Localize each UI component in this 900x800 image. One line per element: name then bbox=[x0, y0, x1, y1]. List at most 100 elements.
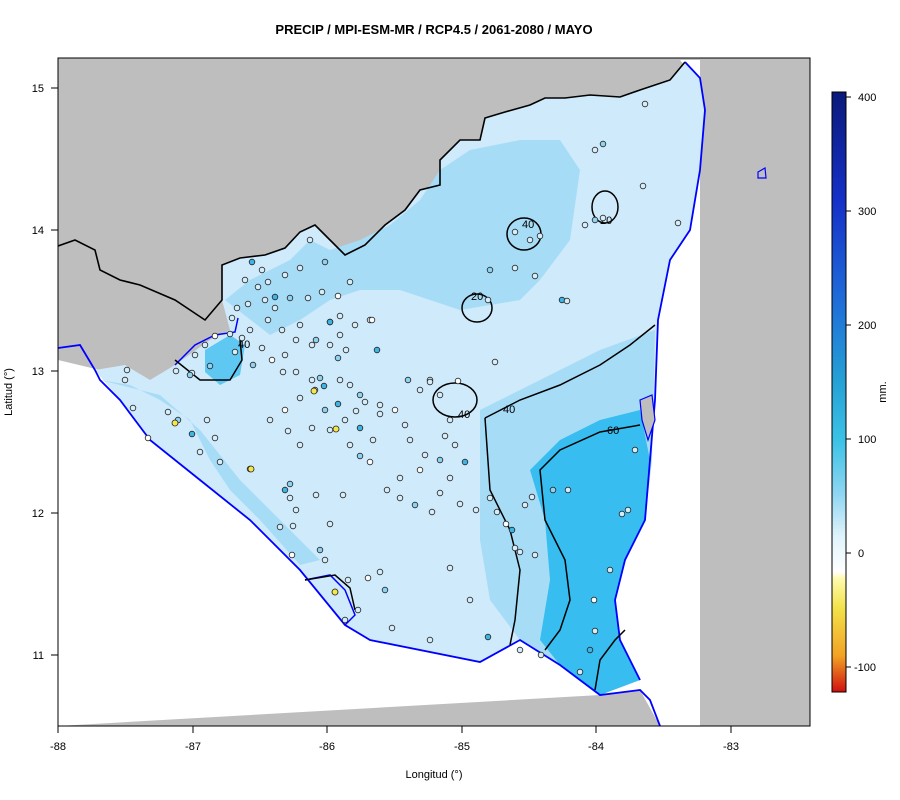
station-marker bbox=[233, 304, 241, 312]
station-marker bbox=[281, 351, 289, 359]
station-marker bbox=[428, 508, 436, 516]
station-marker bbox=[576, 668, 584, 676]
contour-label: 20 bbox=[471, 291, 483, 303]
map-panel: 20 40 40 40 20 40 60 bbox=[58, 58, 810, 726]
station-marker bbox=[563, 297, 571, 305]
station-marker bbox=[521, 501, 529, 509]
station-marker bbox=[326, 520, 334, 528]
coastline bbox=[58, 344, 661, 726]
station-marker bbox=[144, 434, 152, 442]
y-tick-label: 13 bbox=[32, 366, 44, 378]
station-marker bbox=[321, 406, 329, 414]
station-marker bbox=[261, 296, 269, 304]
station-marker bbox=[310, 387, 318, 395]
station-marker bbox=[296, 264, 304, 272]
station-marker bbox=[599, 214, 607, 222]
coastline bbox=[614, 61, 706, 681]
x-tick-label: -83 bbox=[723, 741, 739, 753]
station-marker bbox=[341, 616, 349, 624]
land-zone-mid bbox=[100, 380, 320, 565]
station-marker bbox=[289, 522, 297, 530]
station-marker bbox=[247, 465, 255, 473]
station-marker bbox=[373, 346, 381, 354]
x-tick-label: -88 bbox=[50, 741, 66, 753]
station-marker bbox=[346, 278, 354, 286]
station-marker bbox=[249, 361, 257, 369]
station-marker bbox=[590, 596, 598, 604]
station-marker bbox=[258, 344, 266, 352]
x-tick-label: -87 bbox=[185, 741, 201, 753]
station-marker bbox=[241, 276, 249, 284]
colorbar: 400 300 200 100 0 -100 mm. bbox=[831, 91, 889, 693]
station-marker bbox=[624, 506, 632, 514]
station-marker bbox=[599, 140, 607, 148]
station-marker bbox=[436, 489, 444, 497]
station-marker bbox=[203, 416, 211, 424]
colorbar-tick-label: 0 bbox=[858, 548, 864, 560]
station-marker bbox=[511, 264, 519, 272]
station-marker bbox=[334, 400, 342, 408]
station-marker bbox=[248, 258, 256, 266]
contour-label: 60 bbox=[607, 425, 619, 437]
station-marker bbox=[121, 376, 129, 384]
colorbar-tick-label: 400 bbox=[858, 92, 876, 104]
stations-layer bbox=[121, 100, 682, 676]
station-marker bbox=[254, 283, 262, 291]
station-marker bbox=[191, 351, 199, 359]
colorbar-unit: mm. bbox=[877, 381, 889, 402]
station-marker bbox=[454, 377, 462, 385]
station-marker bbox=[186, 371, 194, 379]
station-marker bbox=[318, 288, 326, 296]
station-marker bbox=[549, 486, 557, 494]
colorbar-gradient bbox=[831, 91, 847, 693]
station-marker bbox=[271, 293, 279, 301]
station-marker bbox=[404, 376, 412, 384]
station-marker bbox=[381, 586, 389, 594]
sea-area bbox=[58, 60, 705, 726]
station-marker bbox=[244, 300, 252, 308]
station-marker bbox=[308, 341, 316, 349]
y-tick-label: 15 bbox=[32, 83, 44, 95]
station-marker bbox=[201, 341, 209, 349]
station-marker bbox=[354, 606, 362, 614]
station-marker bbox=[426, 378, 434, 386]
station-marker bbox=[171, 419, 179, 427]
station-marker bbox=[331, 588, 339, 596]
station-marker bbox=[516, 548, 524, 556]
x-tick-label: -85 bbox=[454, 741, 470, 753]
station-marker bbox=[466, 596, 474, 604]
station-marker bbox=[446, 416, 454, 424]
station-marker bbox=[674, 219, 682, 227]
station-marker bbox=[346, 441, 354, 449]
station-marker bbox=[436, 456, 444, 464]
station-marker bbox=[268, 356, 276, 364]
station-marker bbox=[581, 221, 589, 229]
station-marker bbox=[266, 416, 274, 424]
station-marker bbox=[486, 266, 494, 274]
station-marker bbox=[284, 427, 292, 435]
station-marker bbox=[316, 546, 324, 554]
chart-title: PRECIP / MPI-ESM-MR / RCP4.5 / 2061-2080… bbox=[275, 22, 593, 37]
contour-line bbox=[461, 293, 493, 323]
station-marker bbox=[286, 494, 294, 502]
station-marker bbox=[336, 331, 344, 339]
station-marker bbox=[416, 466, 424, 474]
station-marker bbox=[246, 326, 254, 334]
y-tick-label: 12 bbox=[32, 508, 44, 520]
plot-frame bbox=[57, 57, 811, 727]
station-marker bbox=[361, 398, 369, 406]
station-marker bbox=[286, 480, 294, 488]
station-marker bbox=[326, 426, 334, 434]
station-marker bbox=[211, 332, 219, 340]
station-marker bbox=[486, 494, 494, 502]
contour-line bbox=[484, 324, 656, 419]
station-marker bbox=[591, 627, 599, 635]
station-marker bbox=[238, 334, 246, 342]
station-marker bbox=[511, 544, 519, 552]
station-marker bbox=[296, 394, 304, 402]
station-marker bbox=[339, 491, 347, 499]
station-marker bbox=[226, 330, 234, 338]
station-marker bbox=[326, 318, 334, 326]
contour-line bbox=[591, 190, 619, 224]
station-marker bbox=[531, 551, 539, 559]
